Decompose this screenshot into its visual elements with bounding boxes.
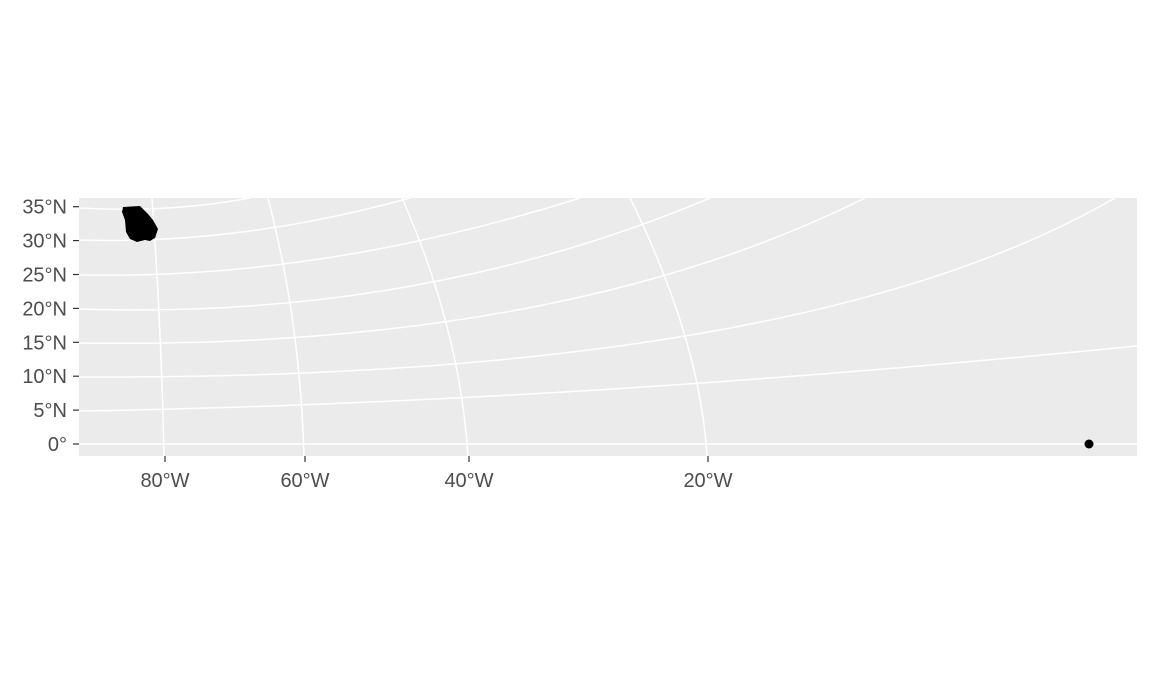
parallel-10n (79, 198, 1116, 378)
panel-background (79, 198, 1137, 456)
parallel-25n (79, 198, 581, 277)
polygon-region (122, 206, 158, 242)
y-tick-label: 10°N (22, 366, 67, 388)
x-tick-label: 60°W (280, 470, 329, 492)
y-tick-label: 35°N (22, 197, 67, 219)
x-tick-label: 40°W (444, 470, 493, 492)
meridian-60w (267, 198, 305, 456)
point-at-origin (1084, 439, 1094, 449)
map-features (122, 206, 1094, 449)
parallel-5n (79, 345, 1137, 412)
parallel-30n (79, 198, 411, 242)
y-tick-label: 25°N (22, 265, 67, 287)
meridian-40w (401, 198, 469, 456)
y-axis: 35°N 30°N 25°N 20°N 15°N 10°N 5°N 0° (22, 197, 79, 456)
x-tick-label: 80°W (140, 470, 189, 492)
x-axis: 80°W 60°W 40°W 20°W (140, 456, 733, 492)
parallel-15n (79, 198, 866, 345)
meridian-20w (629, 198, 708, 456)
x-tick-label: 20°W (683, 470, 732, 492)
parallel-20n (79, 198, 711, 311)
y-tick-label: 30°N (22, 231, 67, 253)
y-tick-label: 0° (48, 434, 67, 456)
parallel-35n (79, 198, 251, 210)
y-tick-label: 15°N (22, 332, 67, 354)
y-tick-label: 20°N (22, 298, 67, 320)
y-tick-label: 5°N (33, 400, 67, 422)
